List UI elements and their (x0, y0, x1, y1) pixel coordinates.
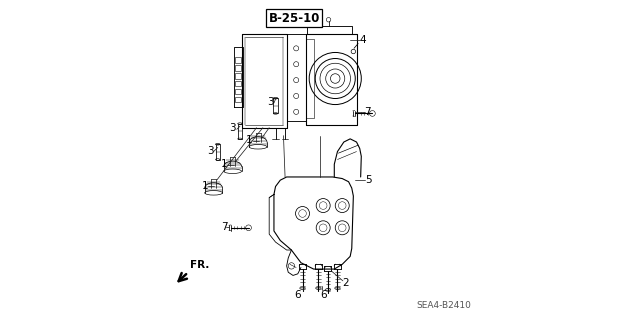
Text: 2: 2 (342, 278, 349, 288)
Text: 7: 7 (221, 222, 227, 232)
Text: 4: 4 (360, 35, 366, 45)
Bar (235, 81, 241, 86)
Bar (235, 73, 241, 78)
Bar (273, 98, 278, 114)
Text: 1: 1 (221, 159, 227, 169)
Bar (235, 65, 241, 70)
Text: 1: 1 (202, 181, 209, 190)
Text: FR.: FR. (190, 260, 209, 270)
Bar (235, 89, 241, 94)
Bar (237, 123, 242, 139)
Bar (216, 144, 220, 160)
Text: 7: 7 (364, 108, 371, 117)
Text: 6: 6 (320, 290, 326, 300)
Text: 1: 1 (246, 135, 253, 145)
Text: 3: 3 (207, 145, 214, 156)
Text: 3: 3 (229, 123, 236, 133)
Text: 6: 6 (294, 290, 301, 300)
Text: 3: 3 (268, 97, 274, 107)
Bar (235, 97, 241, 102)
Text: 5: 5 (365, 175, 372, 185)
Text: SEA4-B2410: SEA4-B2410 (416, 301, 471, 310)
Bar (235, 57, 241, 63)
Text: B-25-10: B-25-10 (269, 12, 320, 25)
